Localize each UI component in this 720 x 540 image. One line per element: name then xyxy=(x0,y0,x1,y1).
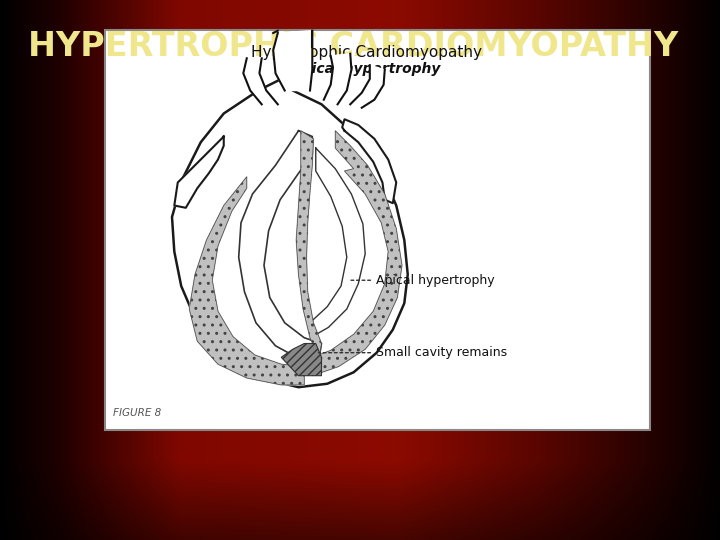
Polygon shape xyxy=(324,53,351,104)
Text: Apical hypertrophy: Apical hypertrophy xyxy=(292,62,441,76)
Polygon shape xyxy=(282,343,322,376)
Text: HYPERTROPHIC CARDIOMYOPATHY: HYPERTROPHIC CARDIOMYOPATHY xyxy=(28,30,678,63)
Text: FIGURE 8: FIGURE 8 xyxy=(113,408,161,418)
Polygon shape xyxy=(312,131,402,376)
Polygon shape xyxy=(174,137,224,208)
Polygon shape xyxy=(189,177,305,385)
Text: Small cavity remains: Small cavity remains xyxy=(377,346,508,359)
Polygon shape xyxy=(189,177,305,385)
Polygon shape xyxy=(273,31,312,91)
Polygon shape xyxy=(243,58,278,104)
Polygon shape xyxy=(239,131,322,360)
Polygon shape xyxy=(312,131,402,376)
Text: Apical hypertrophy: Apical hypertrophy xyxy=(377,274,495,287)
Polygon shape xyxy=(342,119,396,203)
Polygon shape xyxy=(296,131,322,357)
Bar xyxy=(105,30,650,430)
Polygon shape xyxy=(350,65,384,108)
Polygon shape xyxy=(172,73,408,387)
Polygon shape xyxy=(312,148,365,336)
Text: Hypertrophic Cardiomyopathy: Hypertrophic Cardiomyopathy xyxy=(251,45,482,60)
Polygon shape xyxy=(296,131,322,357)
